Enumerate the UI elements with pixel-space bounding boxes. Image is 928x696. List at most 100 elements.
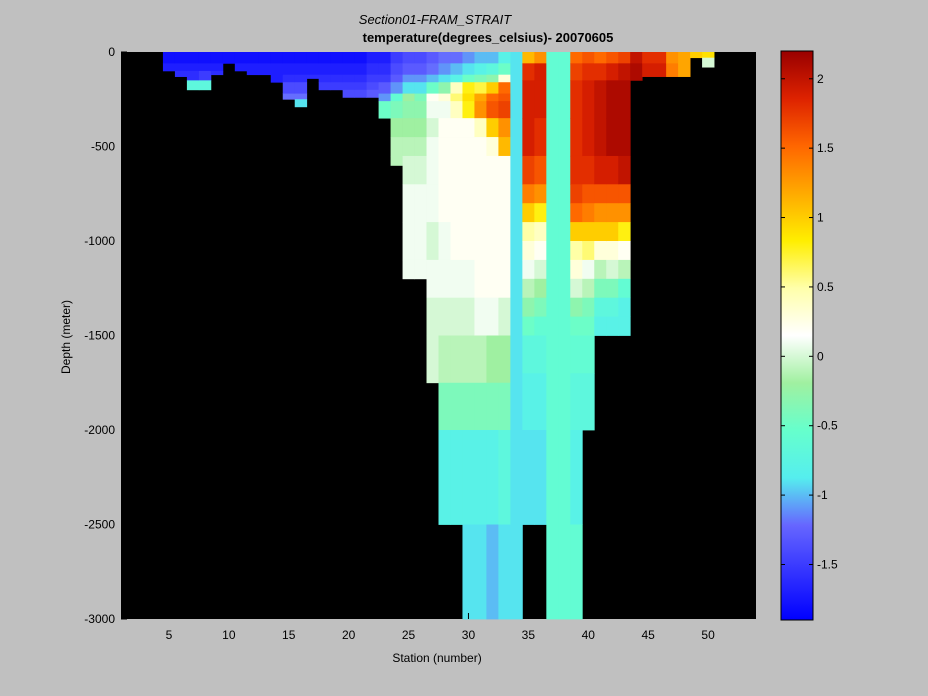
heatmap-cell	[582, 203, 595, 223]
heatmap-cell	[606, 241, 619, 261]
heatmap-cell	[318, 52, 332, 64]
heatmap-cell	[366, 74, 379, 83]
heatmap-cell	[522, 52, 535, 64]
heatmap-cell	[186, 70, 200, 81]
heatmap-cell	[390, 52, 403, 64]
heatmap-cell	[270, 74, 284, 83]
y-tick-label: -1500	[84, 329, 115, 343]
heatmap-cell	[570, 241, 583, 261]
heatmap-cell	[450, 82, 463, 94]
heatmap-cell	[318, 63, 332, 76]
heatmap-cell	[390, 82, 403, 94]
heatmap-cell	[510, 52, 523, 620]
heatmap-cell	[462, 137, 475, 157]
heatmap-cell	[678, 52, 691, 64]
heatmap-cell	[486, 63, 499, 76]
heatmap-cell	[606, 80, 619, 119]
heatmap-cell	[426, 259, 439, 299]
y-tick-label: -3000	[84, 612, 115, 626]
heatmap-cell	[594, 203, 607, 223]
heatmap-cell	[606, 118, 619, 157]
heatmap-cell	[618, 63, 631, 81]
x-tick-label: 10	[222, 628, 236, 642]
heatmap-cell	[618, 203, 631, 223]
heatmap-cell	[378, 74, 391, 83]
heatmap-cell	[426, 155, 439, 185]
heatmap-cell	[546, 52, 559, 620]
heatmap-cell	[474, 82, 487, 94]
heatmap-cell	[654, 63, 667, 77]
heatmap-cell	[630, 63, 643, 81]
heatmap-cell	[474, 259, 487, 299]
heatmap-cell	[534, 259, 547, 280]
colorbar-ticks: 2 1.5 1 0.5 0 -0.5 -1 -1.5	[781, 72, 838, 571]
heatmap-cell	[534, 80, 547, 119]
heatmap-cell	[534, 63, 547, 81]
heatmap-cell	[294, 99, 308, 108]
x-axis: 5 10 15 20 25 30 35 40 45 50	[166, 613, 715, 642]
heatmap-cell	[366, 89, 379, 98]
heatmap-cell	[474, 137, 487, 157]
heatmap-cell	[498, 335, 511, 384]
heatmap-cell	[210, 70, 224, 76]
heatmap-cell	[450, 259, 463, 299]
x-tick-label: 5	[166, 628, 173, 642]
y-axis: 0 -500 -1000 -1500 -2000 -2500 -3000	[84, 45, 127, 626]
heatmap-cell	[498, 93, 511, 102]
heatmap-cell	[618, 241, 631, 261]
heatmap-cell	[582, 52, 595, 64]
heatmap-cell	[582, 278, 595, 299]
heatmap-cell	[606, 155, 619, 185]
heatmap-cell	[438, 63, 451, 76]
heatmap-cell	[534, 52, 547, 64]
heatmap-cell	[618, 259, 631, 280]
heatmap-cell	[450, 155, 463, 185]
heatmap-cell	[186, 63, 200, 72]
heatmap-cell	[426, 52, 439, 64]
heatmap-cell	[174, 63, 188, 72]
heatmap-cell	[378, 93, 391, 102]
heatmap-cell	[162, 52, 176, 64]
heatmap-cell	[402, 63, 415, 76]
heatmap-cell	[486, 52, 499, 64]
heatmap-cell	[282, 52, 296, 64]
heatmap-cell	[474, 184, 487, 223]
heatmap-cell	[450, 63, 463, 76]
heatmap-cell	[690, 52, 703, 59]
heatmap-cell	[438, 137, 451, 157]
y-tick-label: 0	[108, 45, 115, 59]
heatmap-cell	[366, 52, 379, 64]
heatmap-cell	[498, 118, 511, 138]
heatmap-cell	[474, 222, 487, 261]
heatmap-cell	[498, 52, 511, 64]
heatmap-cell	[270, 63, 284, 76]
heatmap-cell	[390, 74, 403, 83]
heatmap-cell	[678, 63, 691, 77]
heatmap-cell	[354, 74, 368, 83]
heatmap-cell	[462, 63, 475, 76]
heatmap-cell	[486, 222, 499, 261]
heatmap-cell	[462, 93, 475, 102]
heatmap-cell	[198, 70, 212, 81]
heatmap-cell	[606, 259, 619, 280]
colorbar: 2 1.5 1 0.5 0 -0.5 -1 -1.5	[780, 50, 838, 621]
heatmap-cell	[450, 335, 463, 384]
chart-subtitle: temperature(degrees_celsius)- 20070605	[363, 30, 614, 45]
heatmap-cell	[594, 155, 607, 185]
heatmap-cell	[186, 52, 200, 64]
heatmap-cell	[438, 382, 451, 431]
y-tick-label: -2000	[84, 423, 115, 437]
heatmap-cell	[462, 259, 475, 299]
heatmap-cell	[522, 316, 535, 336]
heatmap-cell	[618, 118, 631, 157]
heatmap-cell	[594, 63, 607, 81]
heatmap-cell	[414, 101, 427, 119]
heatmap-cell	[246, 63, 260, 76]
heatmap-cell	[330, 82, 344, 91]
heatmap-cell	[486, 184, 499, 223]
heatmap-cell	[630, 52, 643, 64]
x-tick-label: 20	[342, 628, 356, 642]
heatmap-cell	[306, 74, 320, 79]
heatmap-cell	[462, 382, 475, 431]
heatmap-cell	[474, 155, 487, 185]
